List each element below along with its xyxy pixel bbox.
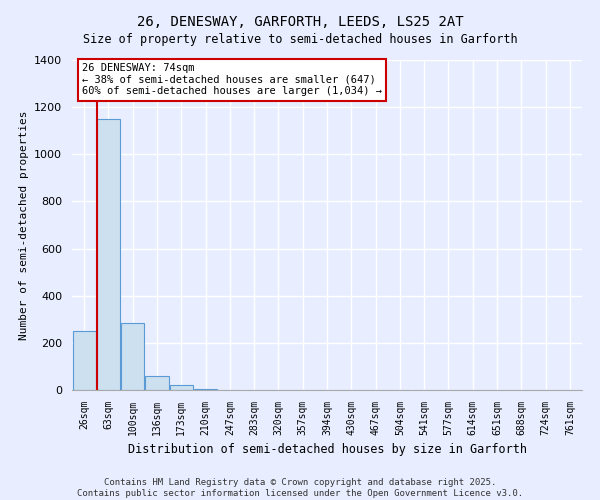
Bar [194,389,217,390]
Bar [97,119,120,390]
Y-axis label: Number of semi-detached properties: Number of semi-detached properties [19,110,29,340]
Bar [145,376,169,390]
Text: 26 DENESWAY: 74sqm
← 38% of semi-detached houses are smaller (647)
60% of semi-d: 26 DENESWAY: 74sqm ← 38% of semi-detache… [82,64,382,96]
Bar [121,323,144,390]
Text: Contains HM Land Registry data © Crown copyright and database right 2025.
Contai: Contains HM Land Registry data © Crown c… [77,478,523,498]
X-axis label: Distribution of semi-detached houses by size in Garforth: Distribution of semi-detached houses by … [128,444,527,456]
Text: 26, DENESWAY, GARFORTH, LEEDS, LS25 2AT: 26, DENESWAY, GARFORTH, LEEDS, LS25 2AT [137,15,463,29]
Bar [73,330,95,390]
Bar [170,386,193,390]
Text: Size of property relative to semi-detached houses in Garforth: Size of property relative to semi-detach… [83,32,517,46]
